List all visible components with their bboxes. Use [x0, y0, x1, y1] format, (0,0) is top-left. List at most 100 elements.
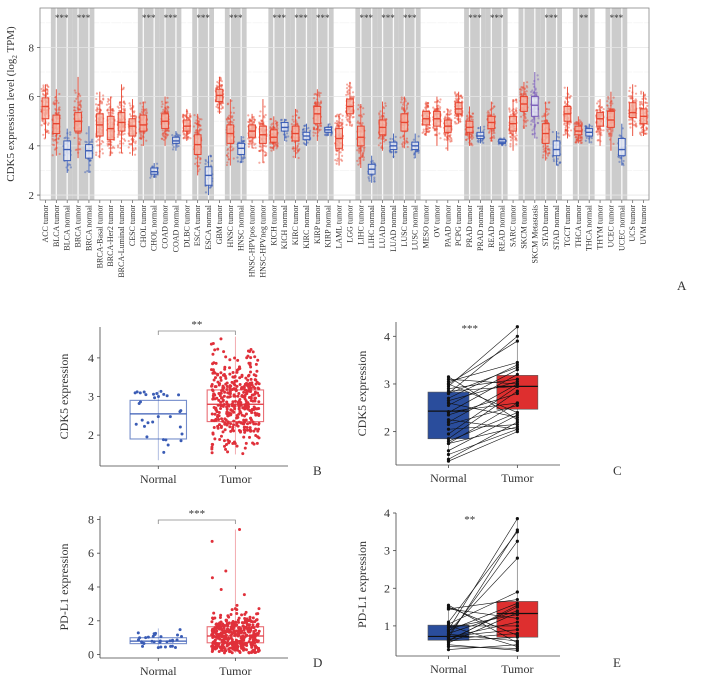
- data-point: [384, 138, 388, 142]
- data-point: [167, 106, 170, 109]
- x-tick-label: CESC tumor: [128, 205, 137, 246]
- data-point: [204, 191, 208, 194]
- data-point: [57, 111, 60, 115]
- data-point: [253, 143, 256, 146]
- data-point: [260, 148, 263, 151]
- data-point: [564, 126, 567, 129]
- data-point: [602, 129, 605, 132]
- data-point: [69, 163, 72, 167]
- data-point: [116, 146, 120, 149]
- data-point: [449, 109, 452, 112]
- data-point: [192, 125, 196, 128]
- data-point: [53, 148, 57, 151]
- data-point: [296, 144, 299, 147]
- data-point: [234, 387, 238, 391]
- data-point: [53, 102, 56, 105]
- data-point: [597, 139, 600, 142]
- data-point: [181, 115, 185, 119]
- data-point: [492, 105, 496, 108]
- data-point: [330, 134, 333, 137]
- data-point: [252, 141, 255, 144]
- data-point: [235, 444, 239, 448]
- data-point: [362, 146, 366, 150]
- data-point: [456, 117, 459, 120]
- data-point: [347, 115, 350, 118]
- data-point: [514, 131, 517, 135]
- data-point: [258, 161, 261, 164]
- data-point: [100, 100, 104, 104]
- data-point: [481, 138, 484, 141]
- data-point: [97, 138, 100, 141]
- data-point: [536, 74, 539, 77]
- data-point: [250, 381, 254, 385]
- data-point: [240, 374, 244, 378]
- data-point: [552, 159, 556, 163]
- data-point: [515, 422, 519, 427]
- data-point: [96, 110, 99, 113]
- data-point: [46, 84, 49, 88]
- data-point: [42, 89, 45, 92]
- data-point: [313, 101, 317, 105]
- data-point: [373, 178, 376, 181]
- data-point: [119, 101, 122, 104]
- data-point: [290, 123, 293, 126]
- data-point: [314, 102, 317, 105]
- y-tick-label: 2: [88, 614, 94, 628]
- data-point: [79, 104, 82, 107]
- data-point: [133, 153, 137, 156]
- data-point: [106, 140, 109, 143]
- data-point: [57, 101, 60, 105]
- data-point: [119, 146, 122, 150]
- data-point: [225, 117, 228, 121]
- data-point: [106, 100, 110, 103]
- data-point: [95, 109, 98, 112]
- y-tick-label: 2: [384, 425, 390, 439]
- data-point: [194, 162, 197, 165]
- data-point: [162, 111, 166, 114]
- data-point: [629, 126, 632, 129]
- data-point: [557, 132, 560, 135]
- data-point: [532, 82, 535, 86]
- data-point: [378, 113, 381, 116]
- data-point: [95, 135, 98, 139]
- data-point: [53, 103, 56, 106]
- y-tick-label: 3: [88, 390, 94, 404]
- data-point: [247, 361, 251, 365]
- data-point: [412, 138, 415, 141]
- data-point: [160, 105, 163, 108]
- data-point: [123, 139, 127, 142]
- data-point: [644, 97, 648, 101]
- data-point: [247, 120, 250, 123]
- data-point: [138, 132, 142, 135]
- data-point: [330, 133, 333, 136]
- data-point: [165, 133, 169, 137]
- data-point: [464, 133, 468, 136]
- data-point: [312, 134, 315, 137]
- data-point: [291, 118, 294, 121]
- data-point: [151, 420, 155, 424]
- data-point: [155, 392, 159, 396]
- data-point: [135, 390, 139, 394]
- x-tick-label: UCS tumor: [628, 205, 637, 242]
- data-point: [182, 133, 185, 136]
- data-point: [228, 117, 231, 121]
- data-point: [227, 152, 230, 155]
- data-point: [607, 107, 610, 110]
- data-point: [253, 392, 257, 396]
- data-point: [78, 108, 82, 111]
- data-point: [219, 406, 223, 410]
- data-point: [167, 129, 170, 132]
- data-point: [465, 138, 468, 141]
- data-point: [139, 137, 142, 140]
- data-point: [58, 135, 62, 138]
- data-point: [312, 128, 315, 131]
- data-point: [646, 101, 649, 105]
- data-point: [110, 107, 114, 111]
- data-point: [243, 139, 246, 142]
- data-point: [118, 109, 121, 112]
- data-point: [297, 116, 300, 119]
- data-point: [455, 93, 458, 96]
- x-tick-label: LUAD normal: [389, 204, 398, 252]
- data-point: [165, 101, 168, 104]
- data-point: [100, 142, 103, 145]
